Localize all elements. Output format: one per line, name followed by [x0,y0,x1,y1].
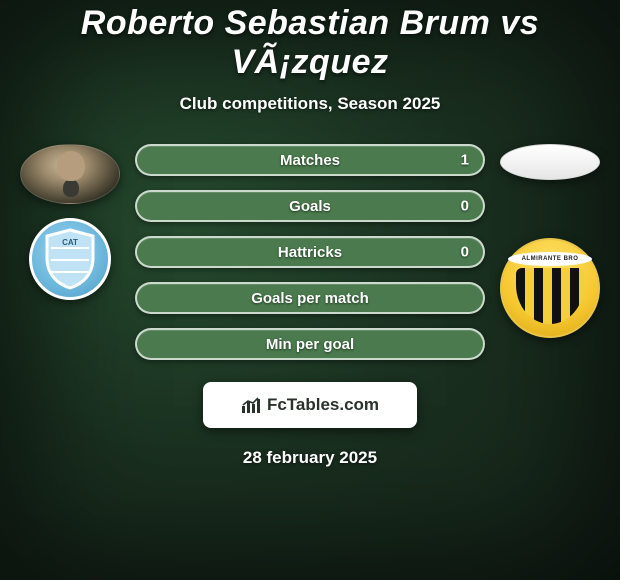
stat-row: Goals 0 [135,190,485,222]
stats-column: Matches 1 Goals 0 Hattricks 0 Goals per match M… [135,144,485,360]
chart-icon [241,396,263,414]
club-left-initials: CAT [62,238,78,247]
player-left-avatar [20,144,120,204]
stat-value-right: 1 [461,152,469,169]
right-player-col: ALMIRANTE BRO [495,144,605,338]
stat-label: Hattricks [278,244,342,261]
club-right-band: ALMIRANTE BRO [508,252,592,266]
stat-row: Goals per match [135,282,485,314]
club-left-crest: CAT [29,218,111,300]
stat-value-right: 0 [461,198,469,215]
left-player-col: CAT [15,144,125,300]
stat-label: Goals per match [251,290,369,307]
stat-label: Matches [280,152,340,169]
stat-row: Min per goal [135,328,485,360]
watermark-text: FcTables.com [267,395,379,415]
stat-label: Min per goal [266,336,354,353]
stripes-icon [516,268,584,324]
stat-label: Goals [289,198,331,215]
stat-row: Matches 1 [135,144,485,176]
player-right-avatar [500,144,600,180]
subtitle: Club competitions, Season 2025 [180,94,441,114]
stat-value-right: 0 [461,244,469,261]
watermark: FcTables.com [203,382,417,428]
stat-row: Hattricks 0 [135,236,485,268]
comparison-row: CAT Matches 1 Goals 0 Hattricks 0 Goals per ma… [0,144,620,360]
date-label: 28 february 2025 [243,448,377,468]
shield-icon: CAT [43,228,97,290]
page-title: Roberto Sebastian Brum vs VÃ¡zquez [0,4,620,82]
club-right-crest: ALMIRANTE BRO [500,238,600,338]
